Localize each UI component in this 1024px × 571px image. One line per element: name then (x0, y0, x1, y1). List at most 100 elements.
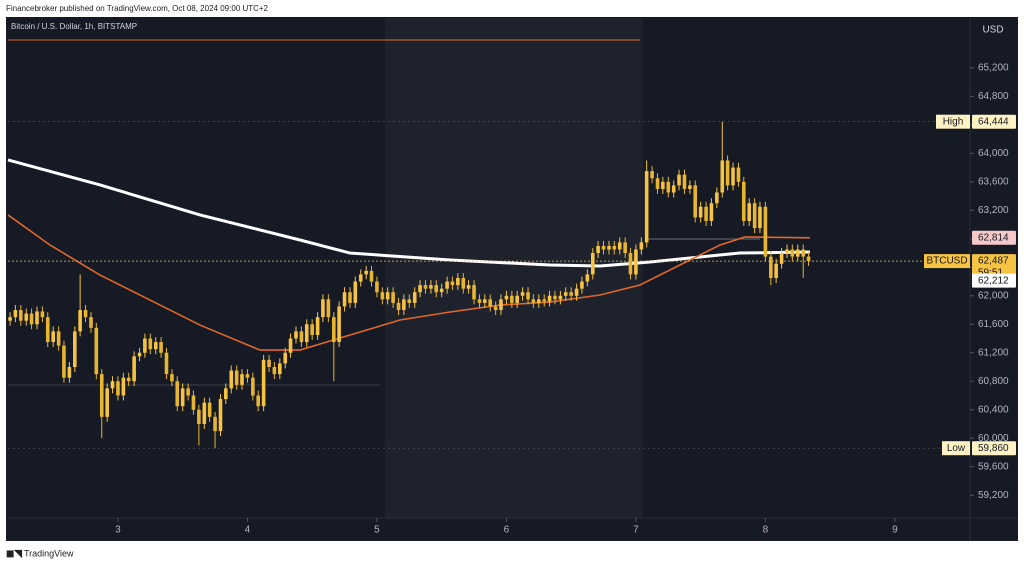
candle-body (143, 338, 147, 353)
price-label-box (972, 273, 1016, 288)
candle-body (774, 263, 778, 278)
candle-body (45, 317, 50, 343)
candle-body (342, 292, 347, 307)
x-tick-label: 3 (115, 525, 121, 536)
currency-label: USD (982, 25, 1003, 36)
candle-body (348, 292, 352, 303)
candle-body (83, 310, 88, 318)
price-label-box (972, 230, 1016, 245)
candle-body (741, 181, 746, 221)
candle-body (650, 171, 654, 179)
candle-body (251, 377, 255, 396)
x-tick-label: 4 (245, 525, 251, 536)
candle-body (337, 306, 341, 343)
price-label-value: 59,860 (978, 443, 1009, 454)
candle-body (283, 352, 288, 364)
candle-body (623, 242, 627, 254)
candle-body (547, 295, 552, 302)
candle-body (596, 245, 600, 254)
candle-body (482, 299, 487, 303)
y-tick-label: 61,600 (978, 319, 1009, 330)
candle-body (439, 288, 444, 293)
candle-body (126, 377, 131, 382)
candle-body (450, 281, 455, 286)
candle-body (396, 302, 401, 311)
candle-body (731, 167, 735, 186)
x-tick-label: 5 (374, 525, 380, 536)
candle-body (13, 310, 18, 318)
candle-body (132, 356, 136, 382)
candle-body (159, 342, 163, 353)
candle-body (644, 171, 649, 243)
candle-body (364, 270, 368, 275)
candle-body (423, 285, 428, 289)
candle-body (563, 292, 568, 296)
price-label-name-box (936, 114, 970, 129)
candle-body (461, 277, 466, 289)
candle-body (456, 277, 460, 286)
candle-body (520, 292, 525, 296)
candle-body (601, 245, 606, 250)
candle-body (526, 292, 530, 300)
candle-body (477, 299, 482, 303)
price-label-name-box (942, 441, 970, 456)
tv-logo: ◼◥ (6, 549, 22, 560)
y-tick-label: 65,200 (978, 62, 1009, 73)
candle-body (229, 370, 234, 389)
candle-body (515, 295, 519, 303)
candle-body (488, 299, 493, 307)
candle-body (661, 181, 665, 189)
y-tick-label: 60,000 (978, 433, 1009, 444)
candle-body (213, 416, 217, 432)
price-label-box (972, 441, 1016, 456)
candle-body (191, 395, 196, 410)
candle-body (207, 402, 212, 417)
candle-body (202, 402, 207, 424)
price-label-box (972, 254, 1016, 281)
candle-body (569, 292, 573, 296)
y-tick-label: 63,600 (978, 176, 1009, 187)
candle-body (536, 299, 541, 303)
brand-text: TradingView (24, 548, 74, 558)
candle-body (666, 181, 671, 193)
y-tick-label: 61,200 (978, 347, 1009, 358)
candle-body (186, 388, 190, 396)
chart-title: Bitcoin / U.S. Dollar, 1h, BITSTAMP (11, 22, 137, 31)
publisher-text: Financebroker published on TradingView.c… (6, 4, 269, 13)
candle-body (385, 292, 390, 300)
candle-body (574, 288, 579, 296)
candle-body (682, 174, 687, 189)
candle-body (779, 253, 784, 264)
candle-body (73, 331, 77, 368)
candle-body (110, 381, 115, 389)
candle-body (121, 377, 126, 396)
candle-body (218, 399, 223, 432)
x-tick-label: 8 (763, 525, 769, 536)
candle-body (267, 359, 271, 368)
candle-body (671, 185, 676, 193)
candle-body (245, 374, 250, 378)
candle-body (715, 192, 719, 204)
candle-body (655, 178, 660, 189)
candle-body (412, 292, 417, 303)
candle-body (747, 203, 752, 221)
candle-body (105, 388, 109, 417)
candle-body (612, 245, 617, 250)
candle-body (558, 295, 563, 300)
candle-body (40, 311, 45, 318)
price-label-value: 62,487 (978, 256, 1009, 267)
candle-body (278, 363, 282, 375)
candle-body (8, 317, 12, 321)
moving-average-line (7, 158, 810, 268)
candle-body (752, 203, 757, 229)
candle-body (67, 367, 72, 378)
candle-body (170, 374, 174, 382)
candle-body (736, 167, 741, 182)
candle-body (375, 281, 379, 293)
candle-body (51, 331, 55, 343)
candle-body (688, 185, 692, 189)
candle-body (407, 299, 412, 303)
candle-body (153, 342, 158, 350)
y-tick-label: 60,800 (978, 376, 1009, 387)
